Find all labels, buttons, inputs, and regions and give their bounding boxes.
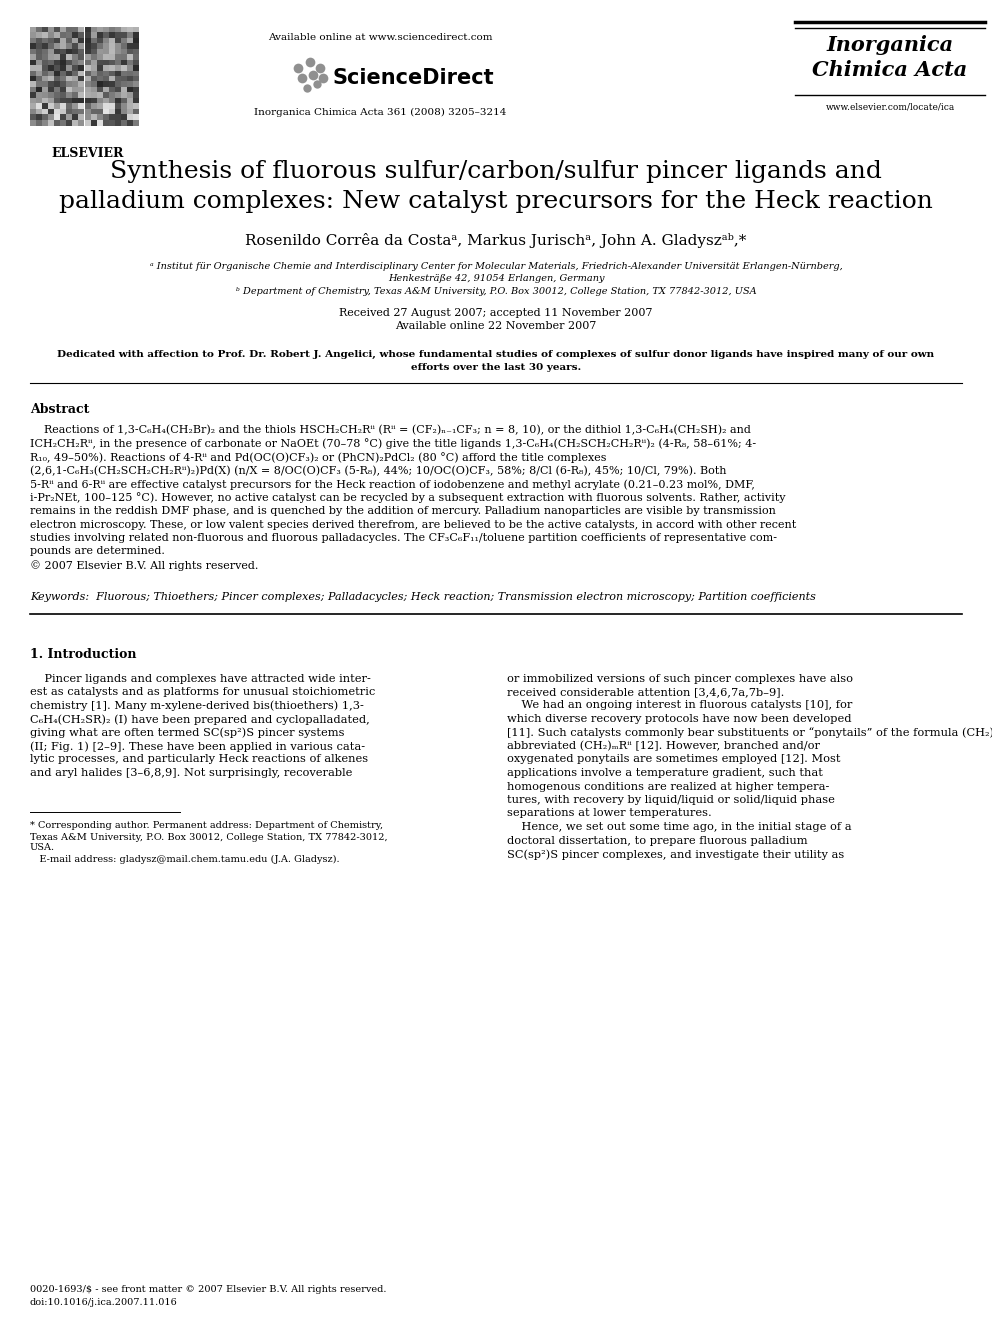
Text: Inorganica Chimica Acta 361 (2008) 3205–3214: Inorganica Chimica Acta 361 (2008) 3205–… bbox=[254, 108, 506, 118]
Text: studies involving related non-fluorous and fluorous palladacycles. The CF₃C₆F₁₁/: studies involving related non-fluorous a… bbox=[30, 533, 777, 542]
Text: ᵇ Department of Chemistry, Texas A&M University, P.O. Box 30012, College Station: ᵇ Department of Chemistry, Texas A&M Uni… bbox=[236, 287, 756, 296]
Text: doctoral dissertation, to prepare fluorous palladium: doctoral dissertation, to prepare fluoro… bbox=[507, 836, 807, 845]
Text: est as catalysts and as platforms for unusual stoichiometric: est as catalysts and as platforms for un… bbox=[30, 687, 375, 697]
Text: chemistry [1]. Many m-xylene-derived bis(thioethers) 1,3-: chemistry [1]. Many m-xylene-derived bis… bbox=[30, 700, 364, 710]
Text: Received 27 August 2007; accepted 11 November 2007: Received 27 August 2007; accepted 11 Nov… bbox=[339, 308, 653, 318]
Text: ScienceDirect: ScienceDirect bbox=[333, 67, 495, 89]
Text: or immobilized versions of such pincer complexes have also: or immobilized versions of such pincer c… bbox=[507, 673, 853, 684]
Text: Chimica Acta: Chimica Acta bbox=[812, 60, 967, 79]
Text: * Corresponding author. Permanent address: Department of Chemistry,: * Corresponding author. Permanent addres… bbox=[30, 822, 383, 831]
Text: E-mail address: gladysz@mail.chem.tamu.edu (J.A. Gladysz).: E-mail address: gladysz@mail.chem.tamu.e… bbox=[30, 855, 339, 864]
Text: www.elsevier.com/locate/ica: www.elsevier.com/locate/ica bbox=[825, 103, 954, 112]
Text: palladium complexes: New catalyst precursors for the Heck reaction: palladium complexes: New catalyst precur… bbox=[60, 191, 932, 213]
Text: pounds are determined.: pounds are determined. bbox=[30, 546, 165, 557]
Text: ELSEVIER: ELSEVIER bbox=[52, 147, 124, 160]
Text: and aryl halides [3–6,8,9]. Not surprisingly, recoverable: and aryl halides [3–6,8,9]. Not surprisi… bbox=[30, 767, 352, 778]
Text: lytic processes, and particularly Heck reactions of alkenes: lytic processes, and particularly Heck r… bbox=[30, 754, 368, 765]
Text: We had an ongoing interest in fluorous catalysts [10], for: We had an ongoing interest in fluorous c… bbox=[507, 700, 852, 710]
Text: (2,6,1-C₆H₃(CH₂SCH₂CH₂Rⁱⁱ)₂)Pd(X) (n/X = 8/OC(O)CF₃ (5-R₈), 44%; 10/OC(O)CF₃, 58: (2,6,1-C₆H₃(CH₂SCH₂CH₂Rⁱⁱ)₂)Pd(X) (n/X =… bbox=[30, 466, 726, 476]
Text: 0020-1693/$ - see front matter © 2007 Elsevier B.V. All rights reserved.: 0020-1693/$ - see front matter © 2007 El… bbox=[30, 1285, 387, 1294]
Text: separations at lower temperatures.: separations at lower temperatures. bbox=[507, 808, 711, 819]
Text: Keywords:  Fluorous; Thioethers; Pincer complexes; Palladacycles; Heck reaction;: Keywords: Fluorous; Thioethers; Pincer c… bbox=[30, 591, 815, 602]
Text: 1. Introduction: 1. Introduction bbox=[30, 648, 137, 662]
Text: C₆H₄(CH₂SR)₂ (I) have been prepared and cyclopalladated,: C₆H₄(CH₂SR)₂ (I) have been prepared and … bbox=[30, 714, 370, 725]
Text: Texas A&M University, P.O. Box 30012, College Station, TX 77842-3012,: Texas A&M University, P.O. Box 30012, Co… bbox=[30, 832, 388, 841]
Text: ᵃ Institut für Organische Chemie and Interdisciplinary Center for Molecular Mate: ᵃ Institut für Organische Chemie and Int… bbox=[150, 262, 842, 271]
Text: i-Pr₂NEt, 100–125 °C). However, no active catalyst can be recycled by a subseque: i-Pr₂NEt, 100–125 °C). However, no activ… bbox=[30, 492, 786, 503]
Text: electron microscopy. These, or low valent species derived therefrom, are believe: electron microscopy. These, or low valen… bbox=[30, 520, 797, 529]
Text: (II; Fig. 1) [2–9]. These have been applied in various cata-: (II; Fig. 1) [2–9]. These have been appl… bbox=[30, 741, 365, 751]
Text: tures, with recovery by liquid/liquid or solid/liquid phase: tures, with recovery by liquid/liquid or… bbox=[507, 795, 835, 804]
Text: Abstract: Abstract bbox=[30, 404, 89, 415]
Text: Dedicated with affection to Prof. Dr. Robert J. Angelici, whose fundamental stud: Dedicated with affection to Prof. Dr. Ro… bbox=[58, 351, 934, 359]
Text: giving what are often termed SC(sp²)S pincer systems: giving what are often termed SC(sp²)S pi… bbox=[30, 728, 344, 738]
Text: abbreviated (CH₂)ₘRⁱⁱ [12]. However, branched and/or: abbreviated (CH₂)ₘRⁱⁱ [12]. However, bra… bbox=[507, 741, 820, 751]
Text: R₁₀, 49–50%). Reactions of 4-Rⁱⁱ and Pd(OC(O)CF₃)₂ or (PhCN)₂PdCl₂ (80 °C) affor: R₁₀, 49–50%). Reactions of 4-Rⁱⁱ and Pd(… bbox=[30, 452, 606, 463]
Text: Pincer ligands and complexes have attracted wide inter-: Pincer ligands and complexes have attrac… bbox=[30, 673, 371, 684]
Text: © 2007 Elsevier B.V. All rights reserved.: © 2007 Elsevier B.V. All rights reserved… bbox=[30, 560, 258, 570]
Text: Inorganica: Inorganica bbox=[826, 34, 953, 56]
Text: applications involve a temperature gradient, such that: applications involve a temperature gradi… bbox=[507, 767, 823, 778]
Text: doi:10.1016/j.ica.2007.11.016: doi:10.1016/j.ica.2007.11.016 bbox=[30, 1298, 178, 1307]
Text: Available online at www.sciencedirect.com: Available online at www.sciencedirect.co… bbox=[268, 33, 492, 42]
Text: Henkesträße 42, 91054 Erlangen, Germany: Henkesträße 42, 91054 Erlangen, Germany bbox=[388, 274, 604, 283]
Text: ICH₂CH₂Rⁱⁱ, in the presence of carbonate or NaOEt (70–78 °C) give the title liga: ICH₂CH₂Rⁱⁱ, in the presence of carbonate… bbox=[30, 438, 756, 450]
Text: remains in the reddish DMF phase, and is quenched by the addition of mercury. Pa: remains in the reddish DMF phase, and is… bbox=[30, 505, 776, 516]
Text: Available online 22 November 2007: Available online 22 November 2007 bbox=[396, 321, 596, 331]
Text: efforts over the last 30 years.: efforts over the last 30 years. bbox=[411, 363, 581, 372]
Text: USA.: USA. bbox=[30, 844, 56, 852]
Text: Reactions of 1,3-C₆H₄(CH₂Br)₂ and the thiols HSCH₂CH₂Rⁱⁱ (Rⁱⁱ = (CF₂)ₙ₋₁CF₃; n =: Reactions of 1,3-C₆H₄(CH₂Br)₂ and the th… bbox=[30, 425, 751, 435]
Text: which diverse recovery protocols have now been developed: which diverse recovery protocols have no… bbox=[507, 714, 851, 724]
Text: 5-Rⁱⁱ and 6-Rⁱⁱ are effective catalyst precursors for the Heck reaction of iodob: 5-Rⁱⁱ and 6-Rⁱⁱ are effective catalyst p… bbox=[30, 479, 755, 490]
Text: Hence, we set out some time ago, in the initial stage of a: Hence, we set out some time ago, in the … bbox=[507, 822, 851, 832]
Text: SC(sp²)S pincer complexes, and investigate their utility as: SC(sp²)S pincer complexes, and investiga… bbox=[507, 849, 844, 860]
Text: oxygenated ponytails are sometimes employed [12]. Most: oxygenated ponytails are sometimes emplo… bbox=[507, 754, 840, 765]
Text: [11]. Such catalysts commonly bear substituents or “ponytails” of the formula (C: [11]. Such catalysts commonly bear subst… bbox=[507, 728, 992, 738]
Text: received considerable attention [3,4,6,7a,7b–9].: received considerable attention [3,4,6,7… bbox=[507, 687, 785, 697]
Text: Rosenildo Corrêa da Costaᵃ, Markus Jurischᵃ, John A. Gladyszᵃᵇ,*: Rosenildo Corrêa da Costaᵃ, Markus Juris… bbox=[245, 233, 747, 247]
Text: homogenous conditions are realized at higher tempera-: homogenous conditions are realized at hi… bbox=[507, 782, 829, 791]
Text: Synthesis of fluorous sulfur/carbon/sulfur pincer ligands and: Synthesis of fluorous sulfur/carbon/sulf… bbox=[110, 160, 882, 183]
